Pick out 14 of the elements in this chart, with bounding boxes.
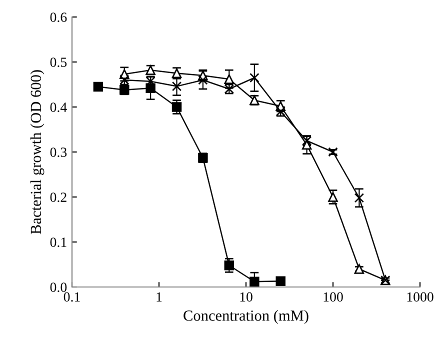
x-tick-label: 1000	[407, 292, 434, 302]
y-tick-label: 0.2	[50, 192, 66, 202]
y-tick-label: 0.6	[50, 12, 67, 22]
x-axis-title: Concentration (mM)	[184, 310, 308, 324]
y-tick-label: 0.5	[50, 58, 67, 68]
x-tick-label: 10	[240, 292, 252, 302]
x-tick-label: 0.1	[64, 292, 80, 302]
x-tick-label: 1	[156, 292, 162, 302]
y-tick-label: 0.0	[50, 282, 67, 292]
y-tick-label: 0.4	[50, 102, 67, 112]
y-tick-label: 0.1	[50, 238, 66, 248]
y-tick-label: 0.3	[50, 148, 67, 158]
x-tick-label: 100	[324, 292, 343, 302]
y-axis-title: Bacterial growth (OD 600)	[30, 70, 44, 234]
